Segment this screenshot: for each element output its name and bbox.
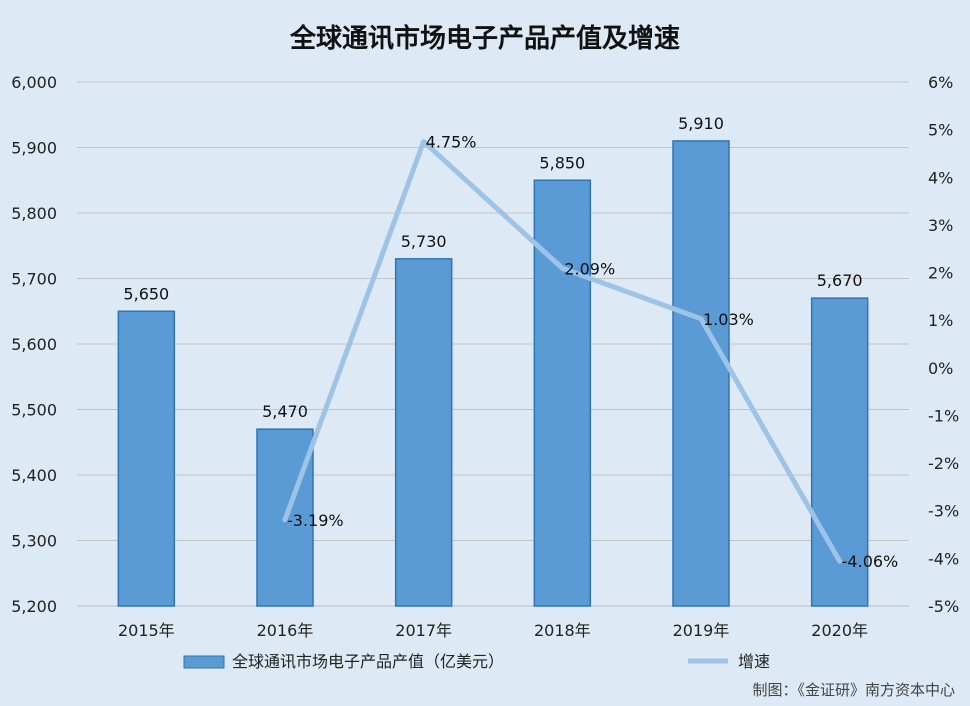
- x-tick-label: 2018年: [534, 621, 591, 640]
- y-right-tick-label: -4%: [928, 549, 959, 568]
- growth-value-label: 4.75%: [426, 133, 477, 152]
- legend-bar-label: 全球通讯市场电子产品产值（亿美元）: [232, 652, 504, 671]
- growth-value-label: -4.06%: [842, 552, 899, 571]
- legend-bar-swatch: [183, 655, 225, 669]
- y-right-tick-label: 2%: [928, 264, 953, 283]
- x-tick-label: 2019年: [673, 621, 730, 640]
- y-left-tick-label: 5,300: [11, 532, 57, 551]
- bar-value-label: 5,650: [123, 284, 169, 303]
- growth-value-label: 1.03%: [703, 310, 754, 329]
- y-left-tick-label: 5,700: [11, 270, 57, 289]
- chart-title: 全球通讯市场电子产品产值及增速: [289, 23, 680, 54]
- y-left-tick-label: 5,200: [11, 597, 57, 616]
- y-right-tick-label: -1%: [928, 406, 959, 425]
- y-left-tick-label: 6,000: [11, 73, 57, 92]
- x-tick-label: 2017年: [395, 621, 452, 640]
- y-right-tick-label: 1%: [928, 311, 953, 330]
- bar-value-label: 5,670: [817, 271, 863, 290]
- y-right-tick-label: 0%: [928, 359, 953, 378]
- y-right-tick-label: 3%: [928, 216, 953, 235]
- x-tick-label: 2020年: [811, 621, 868, 640]
- x-tick-label: 2016年: [257, 621, 314, 640]
- y-right-tick-label: 5%: [928, 121, 953, 140]
- growth-value-label: 2.09%: [564, 259, 615, 278]
- y-right-tick-label: 6%: [928, 73, 953, 92]
- bar-value-label: 5,730: [401, 232, 447, 251]
- y-left-tick-label: 5,400: [11, 466, 57, 485]
- growth-line: [282, 139, 843, 564]
- bar: [394, 258, 453, 607]
- bar-value-label: 5,470: [262, 402, 308, 421]
- growth-value-label: -3.19%: [287, 511, 344, 530]
- y-left-tick-label: 5,900: [11, 139, 57, 158]
- y-left-tick-label: 5,500: [11, 401, 57, 420]
- y-left-tick-label: 5,600: [11, 335, 57, 354]
- y-right-tick-label: -2%: [928, 454, 959, 473]
- bar-value-label: 5,910: [678, 114, 724, 133]
- chart-credit: 制图：《金证研》南方资本中心: [752, 681, 955, 699]
- bar: [117, 310, 176, 607]
- legend-line-label: 增速: [738, 652, 770, 671]
- bar: [810, 297, 869, 607]
- y-right-tick-label: -3%: [928, 502, 959, 521]
- bar-value-label: 5,850: [539, 153, 585, 172]
- y-right-tick-label: -5%: [928, 597, 959, 616]
- x-tick-label: 2015年: [118, 621, 175, 640]
- y-left-tick-label: 5,800: [11, 204, 57, 223]
- bar: [533, 179, 592, 607]
- y-right-tick-label: 4%: [928, 168, 953, 187]
- bar: [672, 140, 730, 607]
